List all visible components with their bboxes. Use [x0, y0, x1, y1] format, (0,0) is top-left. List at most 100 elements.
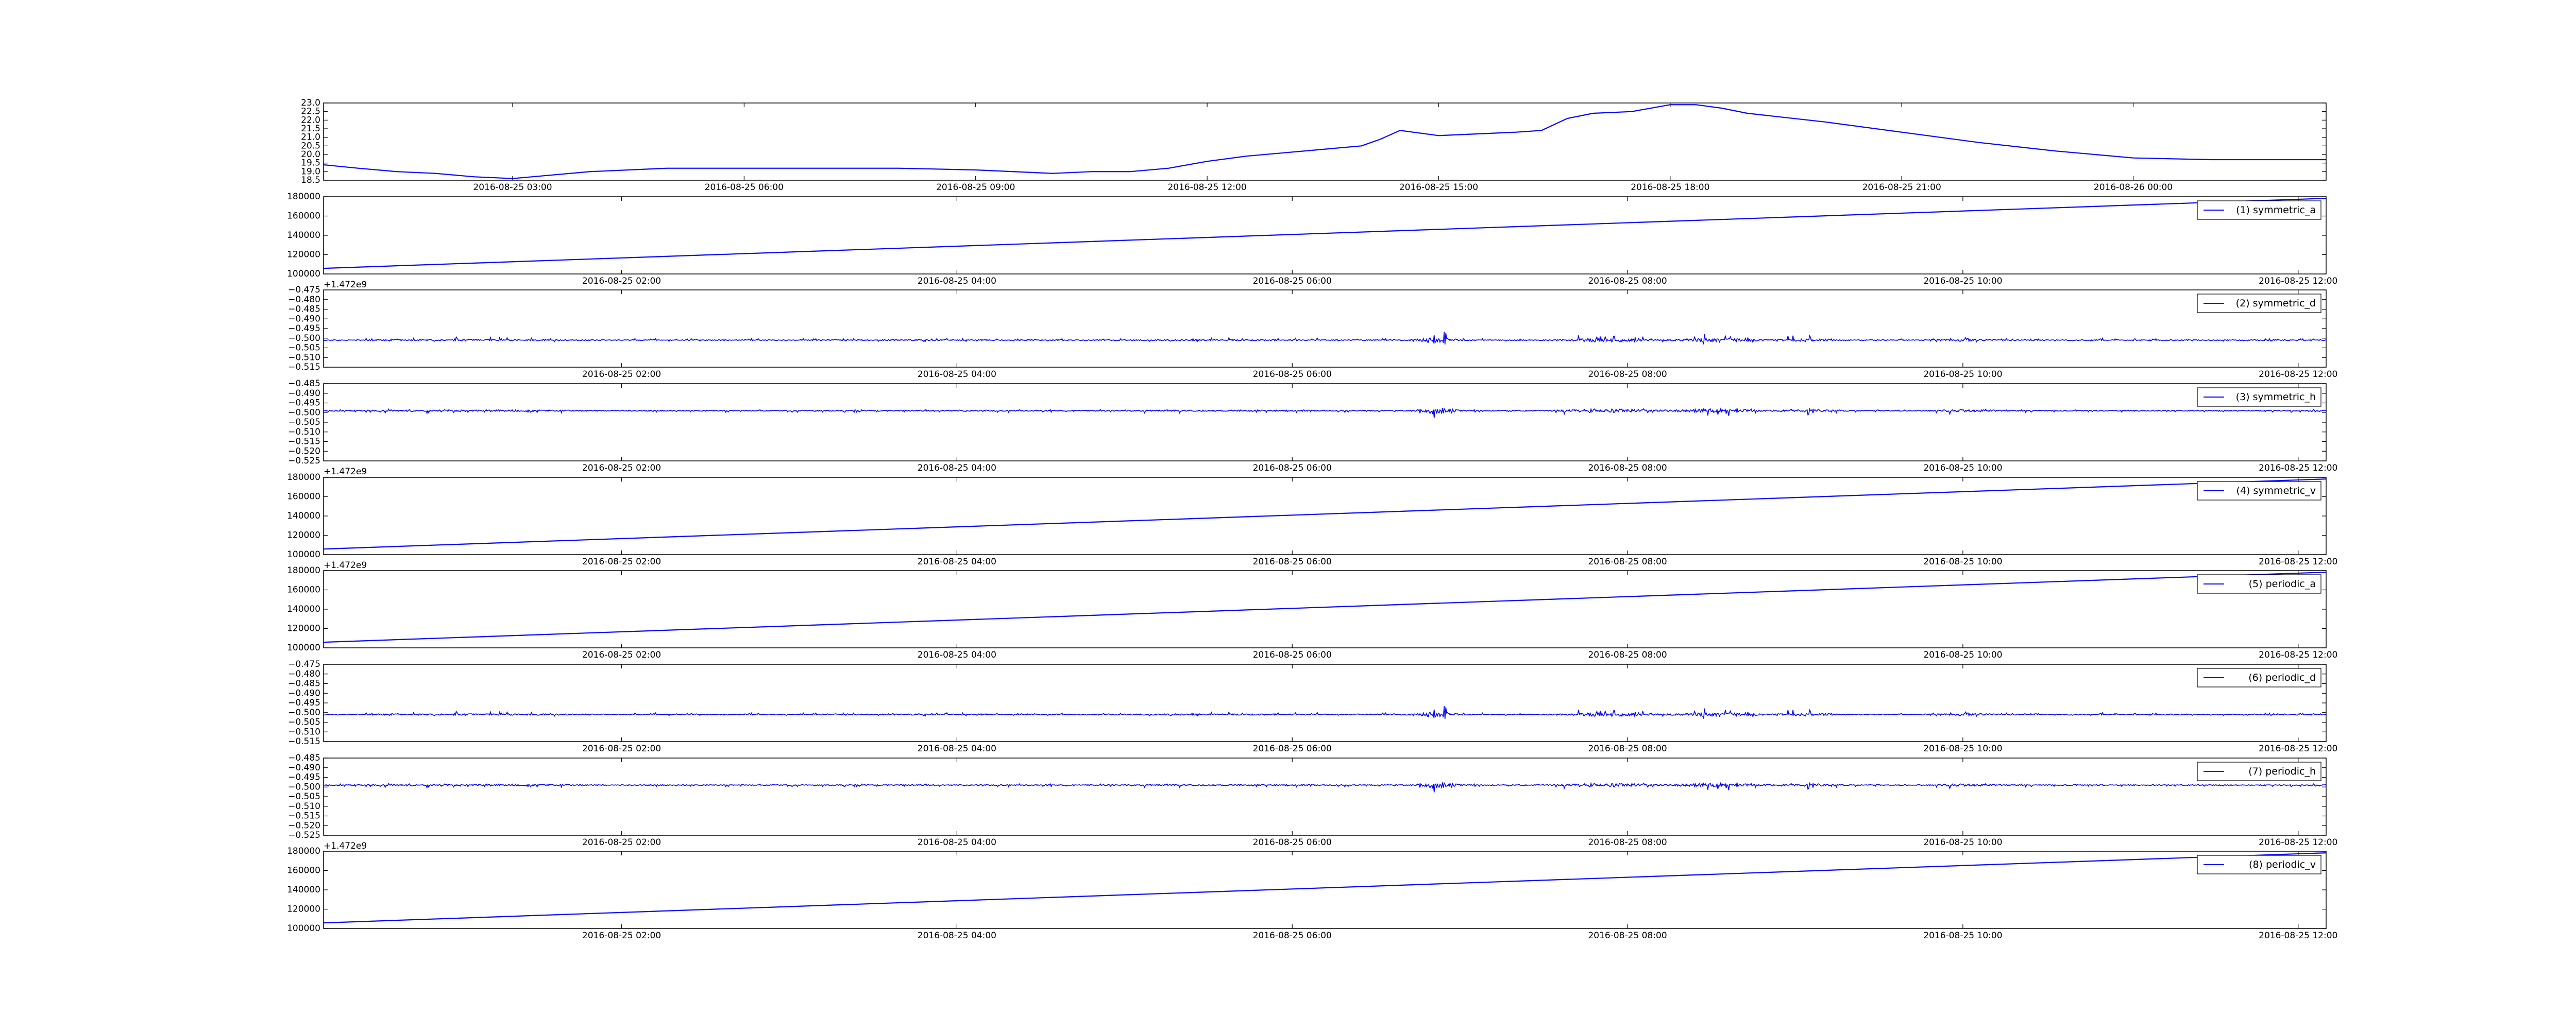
ytick-label: −0.485: [288, 379, 320, 389]
ytick-label: 160000: [287, 211, 320, 221]
ytick-label: 180000: [287, 565, 320, 576]
ytick-label: 100000: [287, 549, 320, 560]
ytick-label: −0.480: [288, 669, 320, 679]
xtick-label: 2016-08-25 08:00: [1588, 837, 1667, 848]
subplot-periodic_d: −0.515−0.510−0.505−0.500−0.495−0.490−0.4…: [288, 659, 2337, 754]
legend-label: (4) symmetric_v: [2236, 485, 2316, 496]
xtick-label: 2016-08-25 10:00: [1923, 931, 2002, 941]
ytick-label: −0.505: [288, 417, 320, 427]
xtick-label: 2016-08-25 03:00: [473, 182, 552, 193]
xtick-label: 2016-08-25 02:00: [582, 837, 661, 848]
ytick-label: −0.485: [288, 679, 320, 689]
series-line-periodic_a: [323, 572, 2327, 643]
ytick-label: 140000: [287, 885, 320, 895]
xtick-label: 2016-08-25 06:00: [1253, 931, 1332, 941]
ytick-label: −0.500: [288, 708, 320, 718]
subplot-symmetric_h: −0.525−0.520−0.515−0.510−0.505−0.500−0.4…: [288, 379, 2337, 477]
xtick-label: 2016-08-25 21:00: [1862, 182, 1941, 193]
subplot-symmetric_v: 100000 120000 140000 160000 180000 2016-08-25…: [287, 472, 2337, 571]
series-line-temperature: [323, 104, 2326, 179]
ytick-label: −0.500: [288, 333, 320, 343]
ytick-label: 140000: [287, 511, 320, 521]
ytick-label: −0.495: [288, 772, 320, 783]
ytick-label: 22.5: [301, 107, 320, 117]
xtick-label: 2016-08-25 15:00: [1399, 182, 1478, 193]
xtick-label: 2016-08-25 06:00: [1253, 463, 1332, 473]
series-line-periodic_h: [323, 782, 2327, 793]
ytick-label: −0.485: [288, 753, 320, 763]
xtick-label: 2016-08-25 08:00: [1588, 744, 1667, 754]
xtick-label: 2016-08-25 04:00: [918, 369, 996, 380]
ytick-label: 120000: [287, 530, 320, 541]
xtick-label: 2016-08-25 12:00: [2259, 557, 2337, 567]
axes-frame-symmetric_h: [323, 383, 2327, 461]
subplot-symmetric_d: −0.515−0.510−0.505−0.500−0.495−0.490−0.4…: [288, 285, 2337, 380]
ytick-label: −0.490: [288, 763, 320, 773]
ytick-label: 100000: [287, 643, 320, 653]
legend-box: [2197, 855, 2321, 874]
xtick-label: 2016-08-25 08:00: [1588, 650, 1667, 660]
ytick-label: −0.475: [288, 659, 320, 669]
ytick-label: 160000: [287, 585, 320, 595]
ytick-label: −0.475: [288, 285, 320, 295]
xtick-label: 2016-08-25 10:00: [1923, 276, 2002, 286]
xtick-label: 2016-08-25 04:00: [918, 650, 996, 660]
legend-periodic_v: (8) periodic_v: [2197, 855, 2321, 874]
ytick-label: −0.525: [288, 456, 320, 466]
ytick-label: −0.490: [288, 388, 320, 399]
xtick-label: 2016-08-25 12:00: [2259, 931, 2337, 941]
xtick-label: 2016-08-25 18:00: [1631, 182, 1709, 193]
ytick-label: −0.515: [288, 736, 320, 747]
xtick-label: 2016-08-25 12:00: [2259, 276, 2337, 286]
ytick-label: 100000: [287, 923, 320, 934]
ytick-label: −0.510: [288, 727, 320, 737]
legend-label: (5) periodic_a: [2249, 578, 2316, 590]
ytick-label: −0.510: [288, 352, 320, 363]
xtick-label: 2016-08-25 08:00: [1588, 931, 1667, 941]
ytick-label: 19.0: [301, 166, 320, 177]
legend-symmetric_d: (2) symmetric_d: [2197, 294, 2321, 313]
ytick-label: 22.0: [301, 115, 320, 125]
series-line-periodic_d: [323, 706, 2327, 719]
xtick-label: 2016-08-25 12:00: [2259, 463, 2337, 473]
xtick-label: 2016-08-25 06:00: [705, 182, 784, 193]
legend-label: (8) periodic_v: [2249, 859, 2316, 870]
legend-symmetric_a: (1) symmetric_a: [2197, 200, 2321, 220]
subplot-temperature: 18.519.019.520.020.521.021.522.022.523.0…: [301, 98, 2327, 193]
ytick-label: −0.505: [288, 717, 320, 728]
subplot-periodic_v: 100000 120000 140000 160000 180000 2016-08-25…: [287, 846, 2337, 941]
offset-text: +1.472e9: [324, 467, 367, 477]
xtick-label: 2016-08-25 08:00: [1588, 276, 1667, 286]
axes-frame-temperature: [323, 102, 2327, 181]
xtick-label: 2016-08-25 12:00: [2259, 369, 2337, 380]
ytick-label: 120000: [287, 904, 320, 915]
ytick-label: −0.480: [288, 295, 320, 305]
xtick-label: 2016-08-26 00:00: [2094, 182, 2173, 193]
xtick-label: 2016-08-25 02:00: [582, 557, 661, 567]
legend-label: (7) periodic_h: [2248, 766, 2316, 777]
ytick-label: 21.5: [301, 124, 320, 134]
xtick-label: 2016-08-25 08:00: [1588, 463, 1667, 473]
ytick-label: −0.490: [288, 314, 320, 324]
ytick-label: 120000: [287, 624, 320, 634]
ytick-label: −0.505: [288, 343, 320, 353]
legend-periodic_d: (6) periodic_d: [2197, 668, 2321, 687]
xtick-label: 2016-08-25 06:00: [1253, 744, 1332, 754]
series-line-symmetric_d: [323, 331, 2327, 345]
ytick-label: 140000: [287, 230, 320, 240]
xtick-label: 2016-08-25 04:00: [918, 837, 996, 848]
legend-symmetric_h: (3) symmetric_h: [2197, 387, 2321, 407]
ytick-label: −0.515: [288, 437, 320, 447]
ytick-label: −0.505: [288, 792, 320, 802]
xtick-label: 2016-08-25 06:00: [1253, 650, 1332, 660]
ytick-label: 180000: [287, 472, 320, 483]
xtick-label: 2016-08-25 10:00: [1923, 650, 2002, 660]
axes-frame-symmetric_d: [323, 289, 2327, 368]
ytick-label: 23.0: [301, 98, 320, 108]
xtick-label: 2016-08-25 06:00: [1253, 369, 1332, 380]
xtick-label: 2016-08-25 12:00: [2259, 650, 2337, 660]
series-line-symmetric_a: [323, 198, 2327, 269]
xtick-label: 2016-08-25 04:00: [918, 931, 996, 941]
ytick-label: −0.520: [288, 820, 320, 831]
ytick-label: 160000: [287, 492, 320, 502]
